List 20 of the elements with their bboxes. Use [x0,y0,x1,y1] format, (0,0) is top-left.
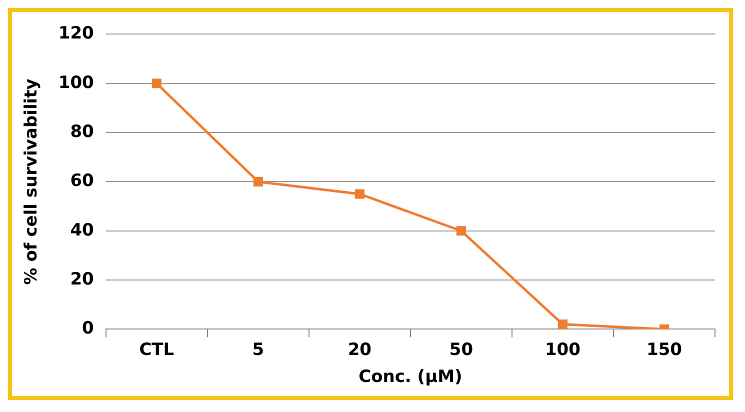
y-tick-label: 120 [58,24,94,44]
y-axis-title: % of cell survivability [22,78,42,285]
y-tick-label: 100 [58,72,94,93]
point [558,320,568,330]
x-tick-label: 150 [646,340,682,360]
y-tick-label: 40 [70,220,94,240]
x-axis-title: Conc. (μM) [358,367,462,388]
point [456,226,466,236]
y-tick-label: 20 [70,269,94,290]
point [152,78,162,88]
x-tick-label: 50 [449,340,474,360]
point [253,176,263,186]
x-tick-label: 20 [348,340,372,360]
y-tick-label: 80 [70,122,94,142]
y-tick-label: 0 [82,318,94,339]
x-tick-label: 100 [544,340,581,360]
y-tick-label: 60 [70,171,94,192]
x-tick-label: CTL [139,340,174,360]
point [354,189,364,199]
x-tick-label: 5 [252,340,264,360]
